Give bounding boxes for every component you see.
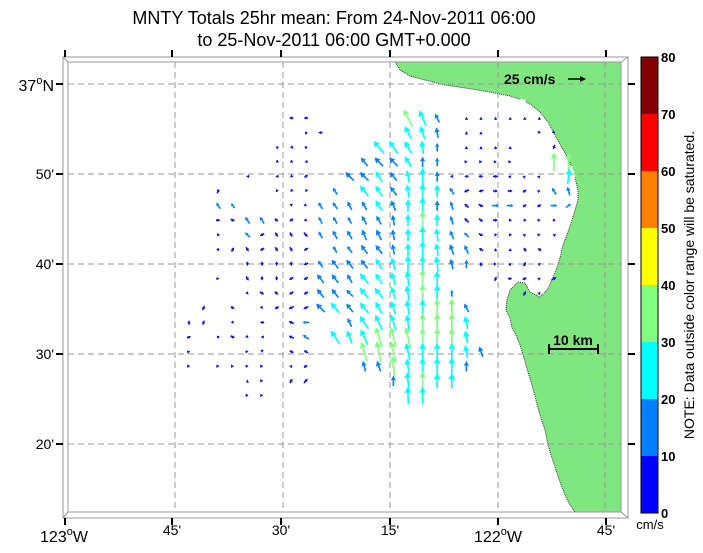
- y-tick-label: 50': [36, 166, 54, 182]
- colorbar-unit: cm/s: [636, 517, 664, 532]
- x-axis-labels: 123oW 45' 30' 15' 122oW 45': [40, 522, 615, 546]
- x-tick-label: 15': [381, 522, 399, 538]
- reference-vector-label: 25 cm/s: [504, 71, 556, 87]
- colorbar-segment: [641, 285, 658, 342]
- x-tick-label: 45': [597, 522, 615, 538]
- colorbar-segment: [641, 114, 658, 171]
- y-tick-label: 20': [36, 436, 54, 452]
- colorbar-note: NOTE: Data outside color range will be s…: [681, 131, 697, 439]
- y-tick-label: 40': [36, 256, 54, 272]
- coast-notch: [518, 99, 526, 105]
- x-tick-label: 30': [272, 522, 290, 538]
- title-line-1: MNTY Totals 25hr mean: From 24-Nov-2011 …: [132, 8, 535, 28]
- colorbar-tick-label: 40: [661, 278, 675, 293]
- colorbar-tick-label: 80: [661, 50, 675, 65]
- x-tick-label: 122oW: [474, 526, 523, 546]
- colorbar-segment: [641, 342, 658, 399]
- scale-bar-label: 10 km: [553, 332, 593, 348]
- colorbar-segment: [641, 57, 658, 114]
- colorbar-tick-label: 50: [661, 221, 675, 236]
- y-axis-labels: 37oN 50' 40' 30' 20': [19, 75, 54, 452]
- colorbar-segment: [641, 456, 658, 513]
- colorbar-segment: [641, 228, 658, 285]
- y-tick-label: 30': [36, 346, 54, 362]
- colorbar-segment: [641, 399, 658, 456]
- colorbar-segment: [641, 171, 658, 228]
- colorbar-tick-label: 30: [661, 335, 675, 350]
- x-tick-label: 45': [163, 522, 181, 538]
- colorbar-tick-label: 20: [661, 392, 675, 407]
- colorbar-tick-label: 10: [661, 449, 675, 464]
- colorbar-tick-label: 70: [661, 107, 675, 122]
- title-line-2: to 25-Nov-2011 06:00 GMT+0.000: [197, 30, 470, 50]
- colorbar-tick-label: 60: [661, 164, 675, 179]
- y-tick-label: 37oN: [19, 75, 54, 95]
- x-tick-label: 123oW: [40, 526, 89, 546]
